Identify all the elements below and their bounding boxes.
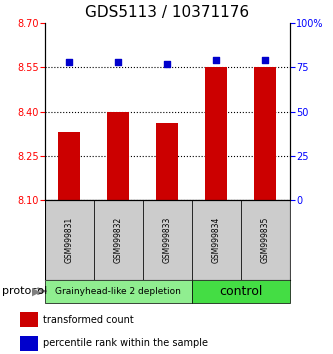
Bar <box>254 67 276 200</box>
Bar <box>143 200 192 280</box>
Point <box>214 57 219 63</box>
Text: GSM999835: GSM999835 <box>261 217 270 263</box>
Bar <box>192 200 241 280</box>
Point <box>67 59 72 65</box>
Text: transformed count: transformed count <box>43 315 134 325</box>
Bar <box>58 132 81 200</box>
Bar <box>192 280 290 303</box>
Text: protocol: protocol <box>2 286 47 296</box>
Point <box>165 61 170 67</box>
Bar <box>45 200 94 280</box>
Point <box>262 57 268 63</box>
Bar <box>205 67 227 200</box>
Bar <box>241 200 290 280</box>
Text: GSM999832: GSM999832 <box>114 217 123 263</box>
Bar <box>156 123 178 200</box>
Text: Grainyhead-like 2 depletion: Grainyhead-like 2 depletion <box>55 287 181 296</box>
Bar <box>94 200 143 280</box>
Bar <box>45 280 192 303</box>
Bar <box>20 313 38 327</box>
Point <box>116 59 121 65</box>
Title: GDS5113 / 10371176: GDS5113 / 10371176 <box>85 5 249 21</box>
Text: control: control <box>219 285 262 298</box>
Text: ▶: ▶ <box>32 286 41 296</box>
Text: GSM999833: GSM999833 <box>163 217 172 263</box>
Bar <box>107 112 130 200</box>
Bar <box>20 336 38 351</box>
Text: GSM999834: GSM999834 <box>212 217 221 263</box>
Text: GSM999831: GSM999831 <box>65 217 74 263</box>
Text: percentile rank within the sample: percentile rank within the sample <box>43 338 208 348</box>
